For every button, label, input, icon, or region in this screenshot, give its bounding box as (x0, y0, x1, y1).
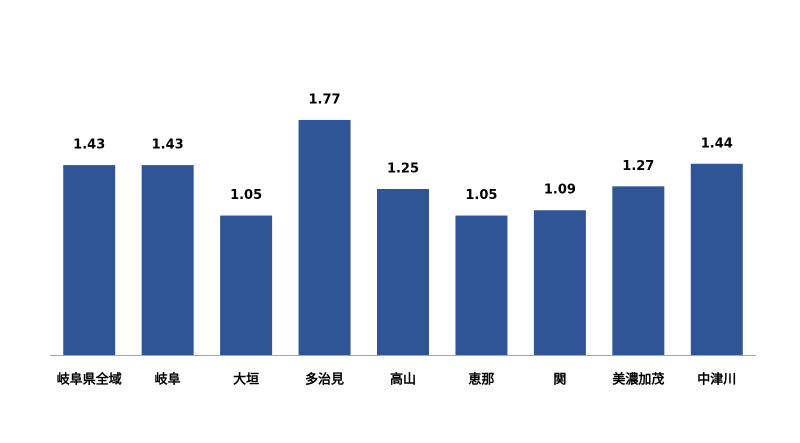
x-tick-label: 高山 (390, 372, 416, 388)
value-label: 1.77 (309, 92, 341, 107)
x-tick-label: 多治見 (305, 372, 344, 388)
x-tick-label: 美濃加茂 (612, 372, 664, 388)
value-label: 1.43 (73, 138, 105, 153)
value-label: 1.09 (544, 183, 576, 198)
x-tick-label: 岐阜 (155, 372, 181, 388)
bar (377, 189, 429, 355)
value-label: 1.05 (465, 188, 497, 203)
x-tick-label: 恵那 (468, 372, 494, 388)
value-label: 1.05 (230, 188, 262, 203)
bar (690, 163, 743, 355)
bar (63, 165, 116, 355)
bar (533, 210, 586, 355)
bar (455, 215, 508, 355)
bar (141, 165, 194, 355)
value-label: 1.27 (622, 159, 654, 174)
bar (220, 215, 273, 355)
value-label: 1.43 (152, 138, 184, 153)
x-tick-label: 中津川 (697, 372, 736, 388)
value-label: 1.44 (701, 136, 733, 151)
bar (298, 119, 351, 355)
bar (612, 186, 665, 355)
x-tick-label: 関 (553, 373, 566, 388)
x-tick-label: 岐阜県全域 (57, 372, 122, 388)
value-label: 1.25 (387, 162, 419, 177)
x-tick-label: 大垣 (233, 372, 259, 388)
